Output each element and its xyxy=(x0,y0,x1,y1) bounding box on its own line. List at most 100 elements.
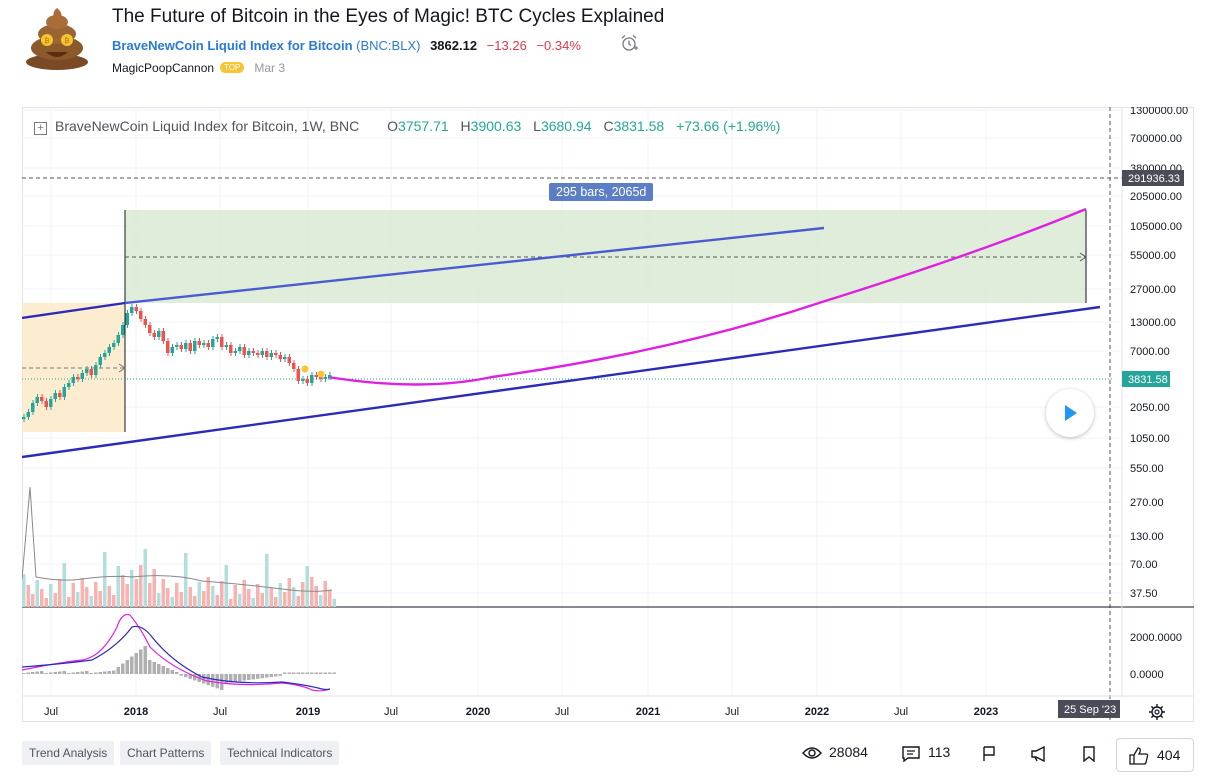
expand-legend-icon[interactable]: + xyxy=(34,122,47,135)
candle xyxy=(107,347,111,353)
macd-histogram-bar xyxy=(319,672,323,674)
macd-tick-label: 2000.0000 xyxy=(1130,632,1182,644)
macd-histogram-bar xyxy=(62,671,66,674)
volume-bar xyxy=(67,597,71,607)
volume-bar xyxy=(242,580,246,607)
volume-bar xyxy=(166,588,170,607)
macd-signal-line xyxy=(22,625,331,691)
publish-date: Mar 3 xyxy=(254,61,286,75)
macd-histogram-bar xyxy=(157,664,161,674)
volume-bar xyxy=(274,597,278,607)
time-tick-label: Jul xyxy=(213,706,227,718)
idea-title[interactable]: The Future of Bitcoin in the Eyes of Mag… xyxy=(112,6,665,27)
volume-bar xyxy=(269,588,273,607)
price-tick-label: 130.00 xyxy=(1130,531,1164,543)
tag-trend-analysis[interactable]: Trend Analysis xyxy=(22,741,115,765)
volume-bar xyxy=(35,580,39,607)
event-marker-yellow xyxy=(317,370,325,378)
volume-bar xyxy=(152,569,156,607)
candle xyxy=(265,351,269,357)
date-price-range-box xyxy=(125,210,1086,303)
volume-bar xyxy=(247,589,251,607)
macd-histogram-bar xyxy=(269,674,273,677)
chart-canvas[interactable]: 1300000.00700000.00380000.00205000.00105… xyxy=(22,107,1194,722)
like-button[interactable]: 404 xyxy=(1116,738,1194,772)
macd-histogram-bar xyxy=(125,660,129,674)
play-replay-button[interactable] xyxy=(1046,389,1094,437)
volume-bar xyxy=(202,591,206,607)
candle xyxy=(58,393,62,397)
volume-bar xyxy=(143,549,147,607)
volume-bar xyxy=(265,554,269,607)
candle xyxy=(22,417,26,419)
author-row: MagicPoopCannon TOP Mar 3 xyxy=(112,61,285,75)
author-link[interactable]: MagicPoopCannon xyxy=(112,61,215,75)
time-tick-label: 2018 xyxy=(124,706,148,718)
crosshair-date-badge xyxy=(1058,700,1120,718)
price-tick-label: 1300000.00 xyxy=(1130,107,1188,117)
macd-histogram-bar xyxy=(130,656,134,674)
last-price-badge xyxy=(1122,371,1170,387)
volume-bar xyxy=(116,566,120,607)
candle xyxy=(157,331,161,337)
candle xyxy=(301,379,305,381)
candle xyxy=(134,307,138,311)
candle xyxy=(220,337,224,347)
tag-chart-patterns[interactable]: Chart Patterns xyxy=(120,741,212,765)
alarm-clock-icon[interactable] xyxy=(620,34,638,52)
candle xyxy=(67,383,71,387)
volume-bar xyxy=(251,598,255,607)
candle xyxy=(323,377,327,379)
candle xyxy=(233,351,237,353)
flag-icon[interactable] xyxy=(982,746,996,762)
candle xyxy=(305,379,309,383)
macd-histogram-bar xyxy=(170,670,174,674)
volume-bar xyxy=(62,563,66,607)
open-value: 3757.71 xyxy=(398,118,449,134)
candle xyxy=(35,397,39,403)
macd-histogram-bar xyxy=(89,673,93,674)
comments-icon[interactable] xyxy=(902,746,920,762)
time-tick-label: Jul xyxy=(555,706,569,718)
candle xyxy=(310,375,314,383)
volume-bar xyxy=(206,577,210,607)
volume-bar xyxy=(107,586,111,607)
candle xyxy=(139,311,143,319)
poop-emoji-avatar-icon[interactable]: ₿ ₿ xyxy=(24,8,90,70)
symbol-name-link[interactable]: BraveNewCoin Liquid Index for Bitcoin xyxy=(112,38,353,53)
macd-histogram-bar xyxy=(107,671,111,674)
macd-histogram-bar xyxy=(188,674,192,679)
price-tick-label: 550.00 xyxy=(1130,463,1164,475)
volume-bar xyxy=(175,583,179,607)
macd-histogram-bar xyxy=(215,674,219,689)
macd-histogram-bar xyxy=(85,671,89,674)
candle xyxy=(148,325,152,333)
volume-bar xyxy=(44,598,48,607)
high-label: H xyxy=(460,118,471,134)
volume-bar xyxy=(148,583,152,607)
share-megaphone-icon[interactable] xyxy=(1030,746,1048,762)
macd-histogram-bar xyxy=(184,674,188,678)
comments-count[interactable]: 113 xyxy=(928,744,951,760)
candle xyxy=(166,341,170,353)
macd-histogram-bar xyxy=(49,672,53,674)
time-tick-label: Jul xyxy=(894,706,908,718)
candle xyxy=(314,375,318,377)
volume-bar xyxy=(211,586,215,607)
volume-bar xyxy=(40,589,44,607)
tag-technical-indicators[interactable]: Technical Indicators xyxy=(220,741,340,765)
macd-histogram-bar xyxy=(58,671,62,674)
bookmark-icon[interactable] xyxy=(1082,746,1096,762)
macd-histogram-bar xyxy=(40,671,44,674)
volume-bar xyxy=(188,587,192,607)
macd-line xyxy=(22,613,331,692)
macd-histogram-bar xyxy=(274,674,278,677)
symbol-ticker-link[interactable]: (BNC:BLX) xyxy=(356,38,421,53)
price-tick-label: 105000.00 xyxy=(1130,221,1182,233)
candle xyxy=(89,369,93,375)
volume-bar xyxy=(26,585,30,607)
macd-histogram-bar xyxy=(116,667,120,674)
candle xyxy=(278,355,282,359)
volume-bar xyxy=(278,583,282,607)
volume-bar xyxy=(238,594,242,607)
